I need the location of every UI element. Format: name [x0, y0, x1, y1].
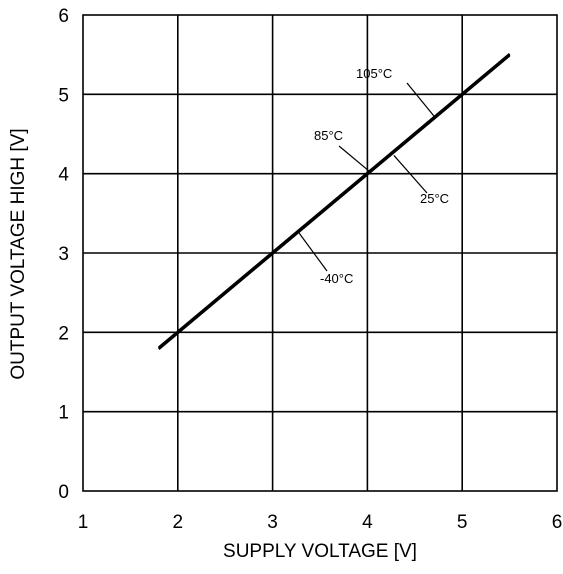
- x-tick-label: 4: [362, 512, 373, 533]
- x-axis-title: SUPPLY VOLTAGE [V]: [223, 541, 417, 562]
- grid: [82, 14, 558, 492]
- series-line--40°C: [158, 54, 511, 350]
- annotation-label: 25°C: [420, 191, 449, 206]
- annotation-leader: [338, 145, 371, 173]
- annotation-label: 105°C: [356, 66, 392, 81]
- annotation-label: 85°C: [314, 128, 343, 143]
- y-tick-label: 2: [58, 323, 69, 344]
- annotation-leader: [406, 82, 437, 119]
- x-tick-label: 5: [457, 512, 468, 533]
- y-tick-label: 1: [58, 403, 69, 424]
- x-tick-label: 1: [78, 512, 89, 533]
- y-tick-label: 5: [58, 85, 69, 106]
- series-group: [158, 52, 511, 350]
- y-tick-label: 4: [58, 165, 69, 186]
- x-tick-label: 2: [173, 512, 184, 533]
- y-axis-title: OUTPUT VOLTAGE HIGH [V]: [8, 128, 29, 379]
- x-tick-label: 3: [267, 512, 278, 533]
- annotations: 105°C 85°C 25°C -40°C: [298, 66, 449, 286]
- y-tick-label: 6: [58, 6, 69, 27]
- annotation-leader: [298, 232, 328, 272]
- annotation-leader: [393, 155, 428, 194]
- annotation-label: -40°C: [320, 271, 353, 286]
- y-tick-label: 0: [58, 482, 69, 503]
- y-tick-label: 3: [58, 244, 69, 265]
- x-tick-label: 6: [552, 512, 563, 533]
- plot-frame: [82, 14, 558, 492]
